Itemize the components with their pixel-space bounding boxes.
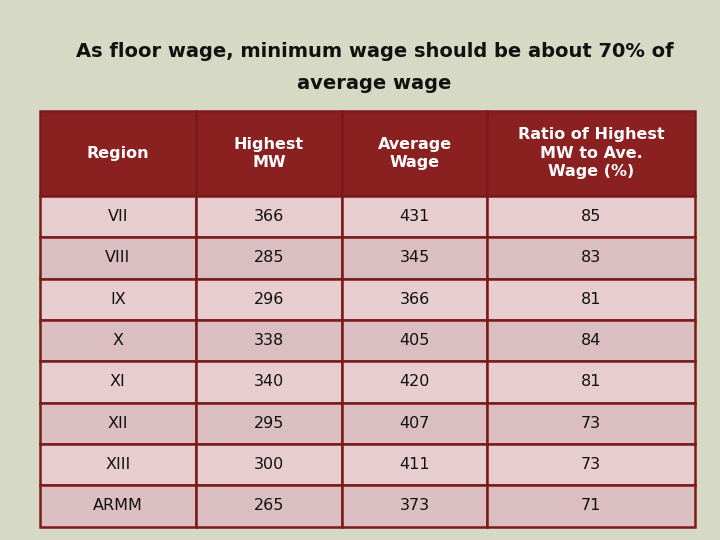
Text: 431: 431	[400, 209, 430, 224]
Text: 295: 295	[253, 416, 284, 431]
Text: ARMM: ARMM	[93, 498, 143, 514]
Text: Highest
MW: Highest MW	[234, 137, 304, 170]
Text: 296: 296	[253, 292, 284, 307]
Text: 285: 285	[253, 251, 284, 266]
Text: 340: 340	[253, 374, 284, 389]
Text: average wage: average wage	[297, 74, 451, 93]
Text: Ratio of Highest
MW to Ave.
Wage (%): Ratio of Highest MW to Ave. Wage (%)	[518, 127, 665, 179]
Text: 366: 366	[400, 292, 430, 307]
Text: 345: 345	[400, 251, 430, 266]
Text: 71: 71	[581, 498, 601, 514]
Text: IX: IX	[110, 292, 126, 307]
Text: 420: 420	[400, 374, 430, 389]
Text: 411: 411	[399, 457, 430, 472]
Text: 300: 300	[253, 457, 284, 472]
Text: 407: 407	[400, 416, 430, 431]
Text: 73: 73	[581, 457, 601, 472]
Text: 85: 85	[581, 209, 601, 224]
Text: VII: VII	[107, 209, 128, 224]
Text: VIII: VIII	[105, 251, 130, 266]
Text: X: X	[112, 333, 123, 348]
Text: Average
Wage: Average Wage	[377, 137, 451, 170]
Text: XIII: XIII	[105, 457, 130, 472]
Text: 81: 81	[581, 292, 601, 307]
Text: 81: 81	[581, 374, 601, 389]
Text: 73: 73	[581, 416, 601, 431]
Text: XI: XI	[110, 374, 126, 389]
Text: Region: Region	[86, 146, 149, 161]
Text: 405: 405	[400, 333, 430, 348]
Text: 83: 83	[581, 251, 601, 266]
Text: 338: 338	[253, 333, 284, 348]
Text: XII: XII	[107, 416, 128, 431]
Text: 265: 265	[253, 498, 284, 514]
Text: 84: 84	[581, 333, 601, 348]
Text: 366: 366	[253, 209, 284, 224]
Text: 373: 373	[400, 498, 430, 514]
Text: As floor wage, minimum wage should be about 70% of: As floor wage, minimum wage should be ab…	[76, 42, 673, 61]
